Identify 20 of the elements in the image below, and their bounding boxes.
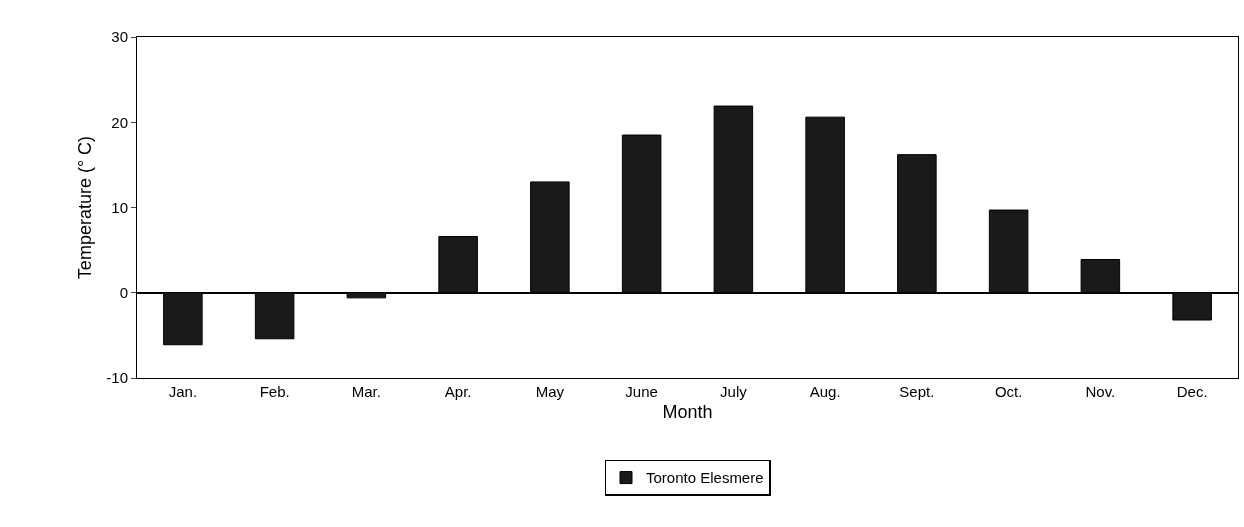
x-tick-label: Jan.	[168, 383, 198, 400]
x-tick-label: Nov.	[1085, 383, 1116, 400]
y-axis-title: Temperature (° C)	[75, 135, 95, 280]
x-tick-label: Dec.	[1176, 383, 1208, 400]
y-tick-label: 0	[119, 284, 128, 301]
x-tick-label: Sept.	[899, 383, 935, 400]
x-tick-label: Aug.	[809, 383, 841, 400]
y-tick-label: 20	[111, 113, 128, 131]
y-tick-label: 10	[111, 198, 128, 216]
legend-label: Toronto Elesmere	[646, 469, 764, 487]
y-tick-label: 30	[111, 28, 128, 46]
x-tick-label: July	[720, 383, 748, 400]
x-tick-label: June	[625, 383, 658, 400]
x-tick-label: Apr.	[444, 383, 472, 400]
x-axis-title: Month	[662, 402, 713, 423]
x-tick-label: Oct.	[994, 383, 1023, 400]
x-tick-label: Feb.	[259, 383, 290, 400]
x-tick-label: Mar.	[351, 383, 381, 400]
y-tick-label: -10	[106, 369, 128, 387]
x-tick-label: May	[535, 383, 565, 400]
